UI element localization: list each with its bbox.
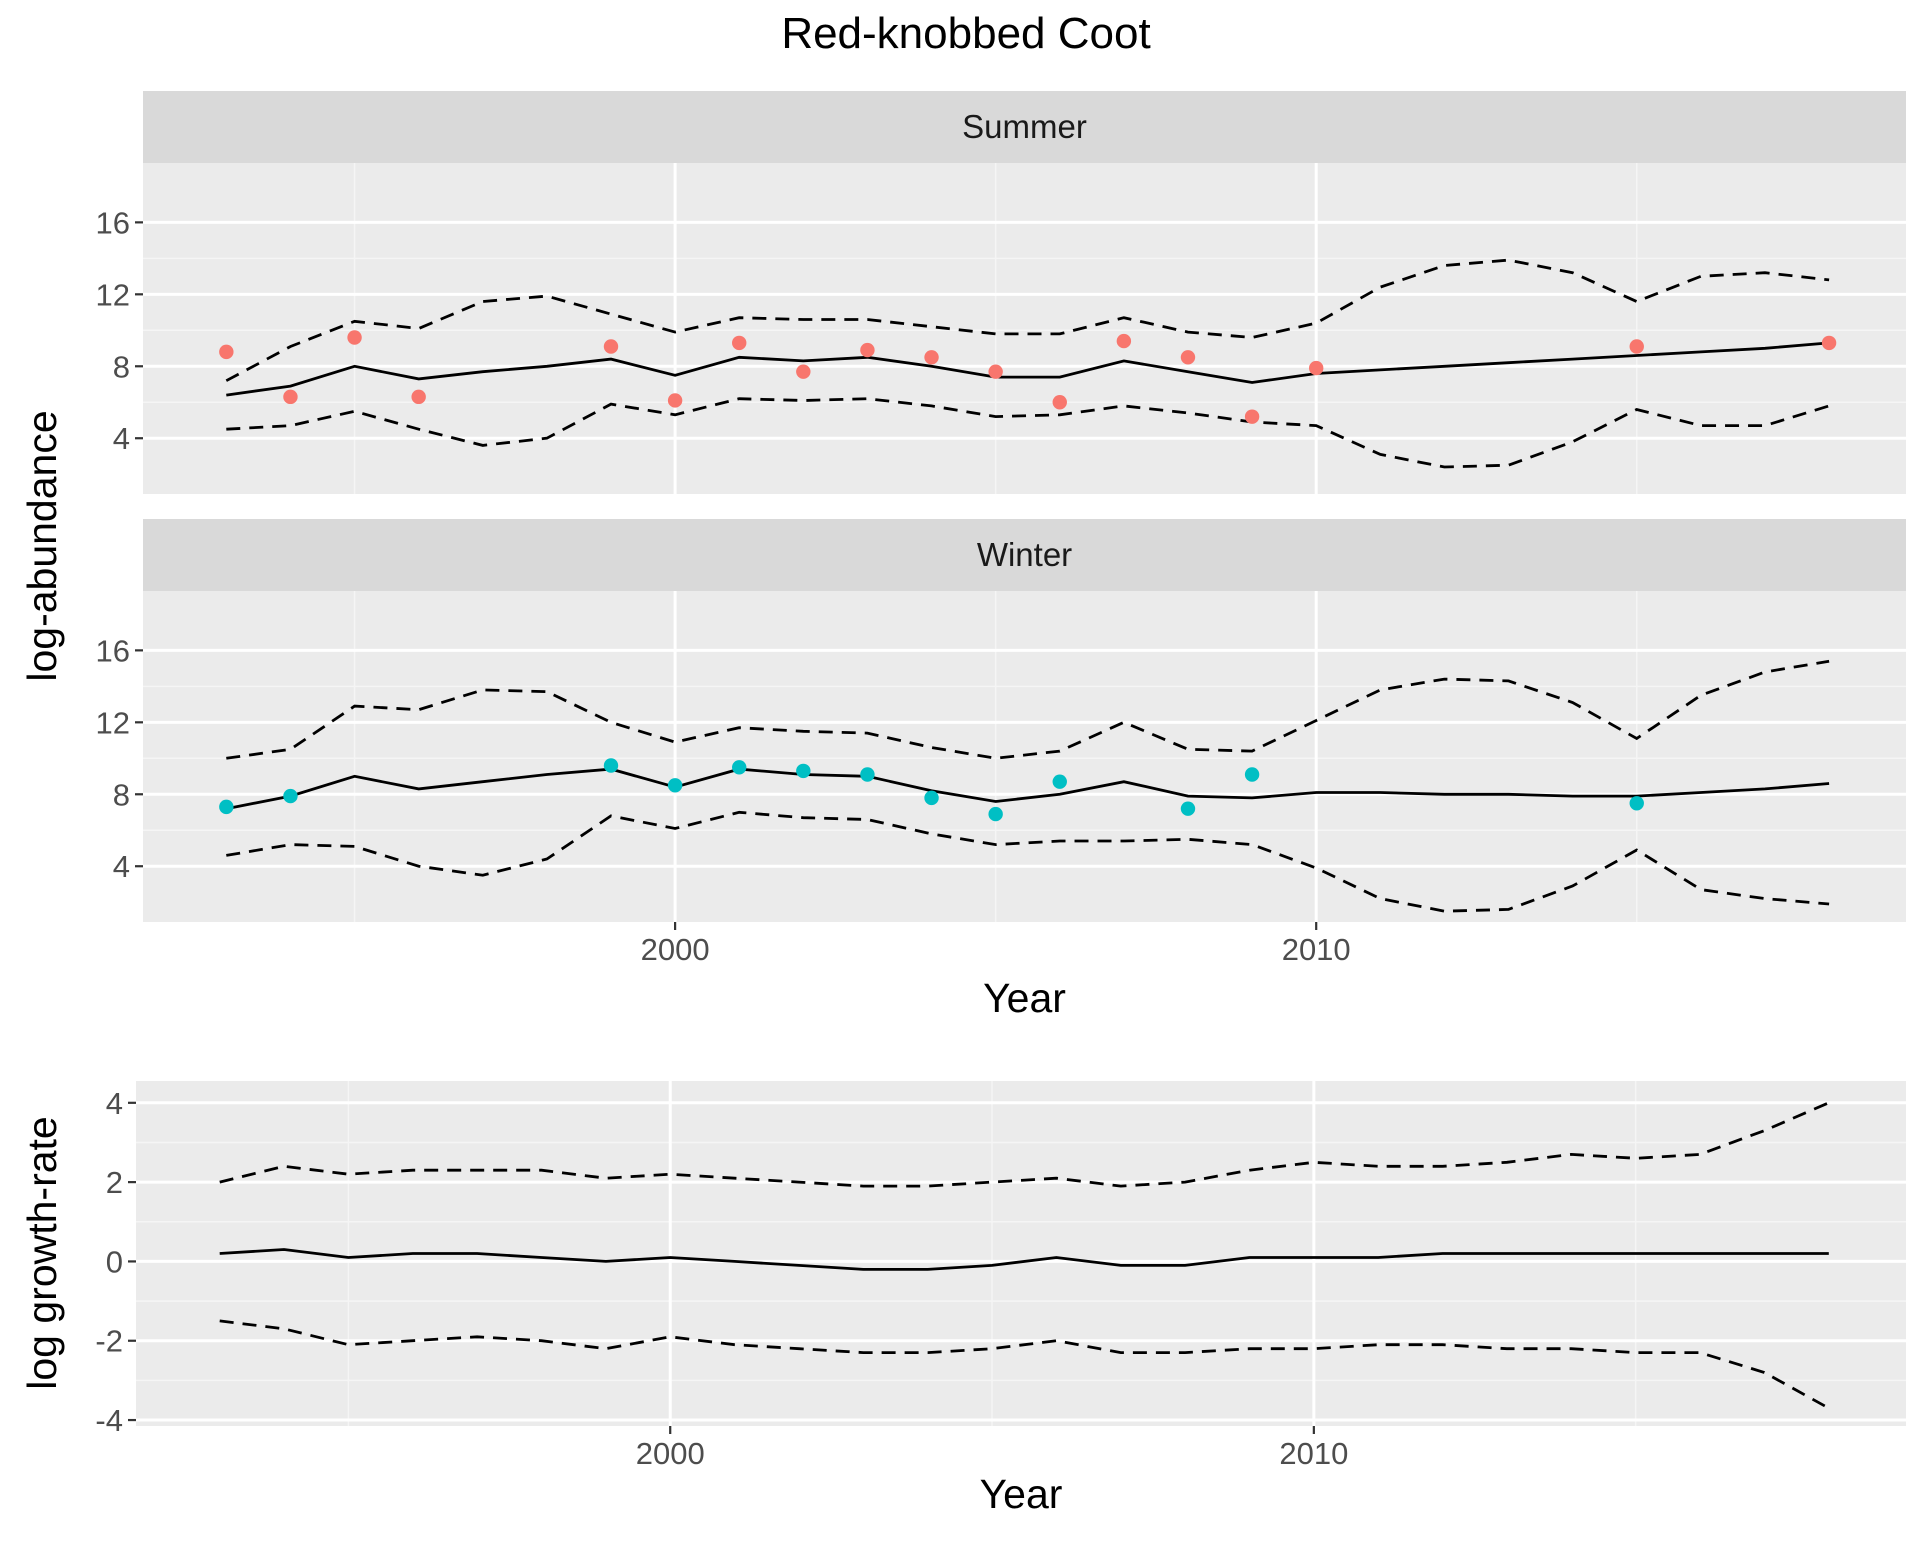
- data-point: [283, 788, 298, 804]
- x-tick-label: 2010: [1279, 1436, 1348, 1471]
- x-axis-title: Year: [980, 1471, 1063, 1517]
- data-point: [924, 350, 939, 365]
- panel-summer: Summer 4 8 12 16 log-abundance: [19, 91, 1906, 682]
- y-tick-label: 4: [113, 421, 130, 456]
- y-tick-label: 16: [96, 633, 130, 668]
- panel-winter: Winter 4 8 12 16 2000 2010 Year: [96, 519, 1906, 1021]
- data-point: [1629, 796, 1644, 811]
- series-upper-bound: [226, 659, 1830, 760]
- data-point: [1116, 333, 1132, 349]
- data-point: [1052, 395, 1067, 410]
- y-tick-label: -4: [95, 1403, 123, 1438]
- data-point: [988, 364, 1003, 379]
- series-lower-bound: [226, 397, 1830, 469]
- data-point: [1244, 409, 1260, 424]
- data-point: [1052, 774, 1067, 789]
- series-fit-line: [219, 1248, 1829, 1271]
- data-point: [283, 389, 298, 405]
- facet-strip-label: Winter: [977, 536, 1072, 573]
- panel-growth-rate: -4 -2 0 2 4 2000 2010 Year log growth-rate: [19, 1081, 1906, 1517]
- y-axis-title: log growth-rate: [19, 1116, 65, 1389]
- series-fit-line: [226, 767, 1830, 811]
- facet-strip: [143, 91, 1906, 163]
- data-point: [796, 364, 811, 379]
- facet-strip-label: Summer: [962, 108, 1087, 145]
- data-point: [219, 799, 234, 815]
- data-point: [347, 330, 362, 345]
- data-point: [860, 767, 875, 782]
- data-point: [1180, 801, 1196, 816]
- data-point: [603, 339, 619, 354]
- data-point: [1629, 339, 1644, 354]
- x-axis-title: Year: [983, 975, 1066, 1021]
- data-point: [667, 778, 683, 793]
- y-tick-label: -2: [95, 1324, 123, 1359]
- y-tick-label: 16: [96, 205, 130, 240]
- x-tick-label: 2010: [1282, 932, 1351, 967]
- data-point: [1180, 350, 1196, 365]
- data-point: [732, 760, 747, 775]
- data-point: [732, 335, 747, 351]
- series-upper-bound: [219, 1101, 1830, 1188]
- series-fit-line: [226, 341, 1830, 397]
- data-point: [1821, 335, 1837, 351]
- series-upper-bound: [225, 258, 1830, 382]
- data-point: [988, 806, 1003, 822]
- data-point: [1308, 360, 1324, 376]
- y-tick-label: 12: [96, 277, 130, 312]
- y-tick-label: 2: [106, 1165, 123, 1200]
- y-tick-label: 8: [113, 777, 130, 812]
- panel-background: [143, 591, 1906, 922]
- series-lower-bound: [219, 1319, 1830, 1410]
- data-point: [924, 790, 939, 806]
- chart-title: Red-knobbed Coot: [781, 9, 1150, 58]
- y-axis-title: log-abundance: [19, 410, 65, 681]
- x-tick-label: 2000: [636, 1436, 705, 1471]
- data-point: [667, 393, 683, 408]
- y-tick-label: 4: [106, 1086, 123, 1121]
- data-point: [796, 763, 811, 779]
- data-point: [411, 389, 426, 405]
- data-point: [860, 342, 875, 358]
- y-tick-label: 8: [113, 349, 130, 384]
- x-tick-label: 2000: [641, 932, 710, 967]
- data-point: [603, 758, 619, 773]
- y-tick-label: 0: [106, 1244, 123, 1279]
- panels-layer: Summer 4 8 12 16 log-abundance Winter 4 8 12 16 200…: [19, 91, 1906, 1517]
- data-point: [1244, 767, 1260, 782]
- y-tick-label: 4: [113, 849, 130, 884]
- facet-strip: [143, 519, 1906, 591]
- data-point: [219, 344, 234, 360]
- y-tick-label: 12: [96, 705, 130, 740]
